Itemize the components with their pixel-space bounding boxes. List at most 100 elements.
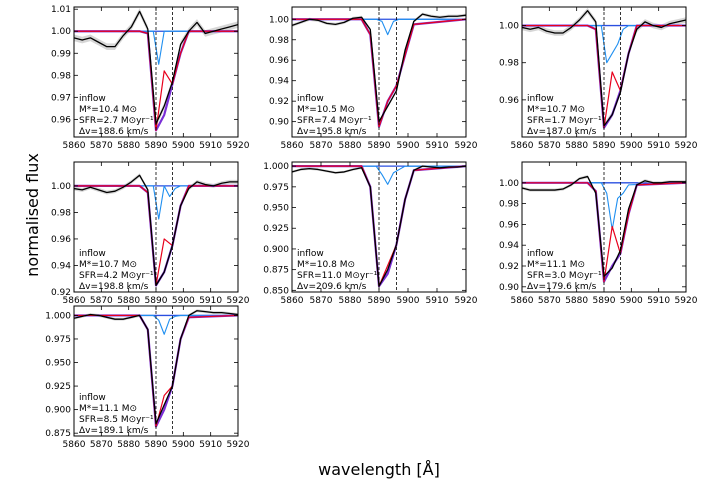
x-tick-label: 5900 [397,296,420,306]
x-tick-label: 5860 [63,296,86,306]
x-tick-label: 5910 [199,296,222,306]
y-tick-label: 0.850 [263,286,289,296]
x-tick-label: 5920 [227,440,250,450]
y-tick-label: 0.975 [45,335,71,345]
plot-area [74,309,238,428]
panel-2: 5860 5870 5880 5890 5900 5910 5920 0.90 0.92 0.94… [269,6,478,151]
x-axis-label: wavelength [Å] [318,460,440,479]
y-tick-label: 0.900 [263,245,289,255]
annotation-label: inflow [79,94,106,104]
annotation-mass: M*=10.8 M⊙ [297,260,355,270]
annotation-mass: M*=11.1 M⊙ [527,260,585,270]
y-tick-label: 0.94 [499,241,519,251]
annotation-dv: Δv=195.8 km/s [297,127,367,137]
annotation-mass: M*=11.1 M⊙ [79,404,137,414]
annotation-label: inflow [527,249,554,259]
x-tick-label: 5920 [227,141,250,151]
y-tick-label: 1.000 [263,162,289,172]
panel-5: 5860 5870 5880 5890 5900 5910 5920 0.850 0.875 0.… [263,161,478,306]
x-tick-label: 5890 [593,141,616,151]
x-tick-label: 5920 [455,296,478,306]
y-axis-label: normalised flux [23,153,42,277]
x-tick-label: 5900 [172,440,195,450]
x-tick-label: 5880 [339,141,362,151]
model-blue-line [74,30,238,65]
x-tick-label: 5880 [565,296,588,306]
x-tick-label: 5870 [90,440,113,450]
x-tick-label: 5860 [281,141,304,151]
y-tick-label: 0.94 [269,77,289,87]
annotation-dv: Δv=209.6 km/s [297,282,367,292]
y-tick-label: 1.00 [51,27,71,37]
y-tick-label: 1.00 [51,182,71,192]
y-tick-label: 0.99 [51,49,71,59]
x-tick-label: 5870 [310,141,333,151]
x-tick-label: 5910 [199,440,222,450]
annotation-sfr: SFR=4.2 M⊙yr⁻¹ [79,271,154,281]
panel-3: 5860 5870 5880 5890 5900 5910 5920 0.96 0.98 1.00… [499,6,698,151]
y-tick-label: 1.01 [51,5,71,15]
y-tick-label: 0.925 [45,382,71,392]
annotation-sfr: SFR=7.4 M⊙yr⁻¹ [297,116,372,126]
y-tick-label: 0.925 [263,224,289,234]
x-tick-label: 5880 [117,440,140,450]
x-tick-label: 5920 [455,141,478,151]
y-tick-label: 0.97 [51,93,71,103]
y-tick-label: 0.950 [263,204,289,214]
y-tick-label: 0.875 [263,266,289,276]
x-tick-label: 5900 [172,141,195,151]
annotation-dv: Δv=179.6 km/s [527,282,597,292]
observed-spectrum-line [292,165,466,287]
x-tick-label: 5880 [117,296,140,306]
x-tick-label: 5860 [63,141,86,151]
x-tick-label: 5910 [426,141,449,151]
model-blue-line [522,182,686,231]
y-tick-label: 0.96 [51,235,71,245]
model-red-line [292,18,466,128]
y-tick-label: 0.92 [269,97,289,107]
x-tick-label: 5870 [538,296,561,306]
annotation-label: inflow [297,94,324,104]
x-tick-label: 5860 [281,296,304,306]
x-tick-label: 5890 [593,296,616,306]
y-tick-label: 0.98 [499,59,519,69]
x-tick-label: 5870 [310,296,333,306]
y-tick-label: 1.00 [499,179,519,189]
y-tick-label: 0.92 [499,262,519,272]
annotation-dv: Δv=187.0 km/s [527,127,597,137]
x-tick-label: 5920 [675,296,698,306]
y-tick-label: 0.96 [499,96,519,106]
model-blue-line [74,185,238,220]
x-tick-label: 5860 [511,141,534,151]
x-tick-label: 5910 [647,296,670,306]
x-tick-label: 5900 [397,141,420,151]
x-tick-label: 5910 [199,141,222,151]
annotation-sfr: SFR=3.0 M⊙yr⁻¹ [527,271,602,281]
x-tick-label: 5890 [368,296,391,306]
model-blue-line [292,18,466,36]
x-tick-label: 5880 [565,141,588,151]
observed-spectrum-line [522,175,686,278]
observed-uncertainty-band [74,173,238,288]
x-tick-label: 5900 [620,296,643,306]
y-tick-label: 0.98 [51,208,71,218]
x-tick-label: 5870 [538,141,561,151]
plot-area [292,12,466,128]
x-tick-label: 5910 [647,141,670,151]
observed-spectrum-line [292,13,466,123]
annotation-mass: M*=10.7 M⊙ [79,260,137,270]
annotation-mass: M*=10.7 M⊙ [527,105,585,115]
y-tick-label: 0.96 [51,115,71,125]
y-tick-label: 0.900 [45,406,71,416]
y-tick-label: 0.92 [51,288,71,298]
model-red-line [522,24,686,129]
annotation-dv: Δv=188.6 km/s [79,127,149,137]
model-blue-line [292,165,466,185]
y-tick-label: 0.96 [499,220,519,230]
panel-4: 5860 5870 5880 5890 5900 5910 5920 0.92 0.94 0.96… [51,161,250,306]
annotation-mass: M*=10.5 M⊙ [297,105,355,115]
panel-6: 5860 5870 5880 5890 5900 5910 5920 0.90 0.92 0.94… [499,161,698,306]
x-tick-label: 5900 [172,296,195,306]
x-tick-label: 5920 [227,296,250,306]
y-tick-label: 0.94 [51,261,71,271]
